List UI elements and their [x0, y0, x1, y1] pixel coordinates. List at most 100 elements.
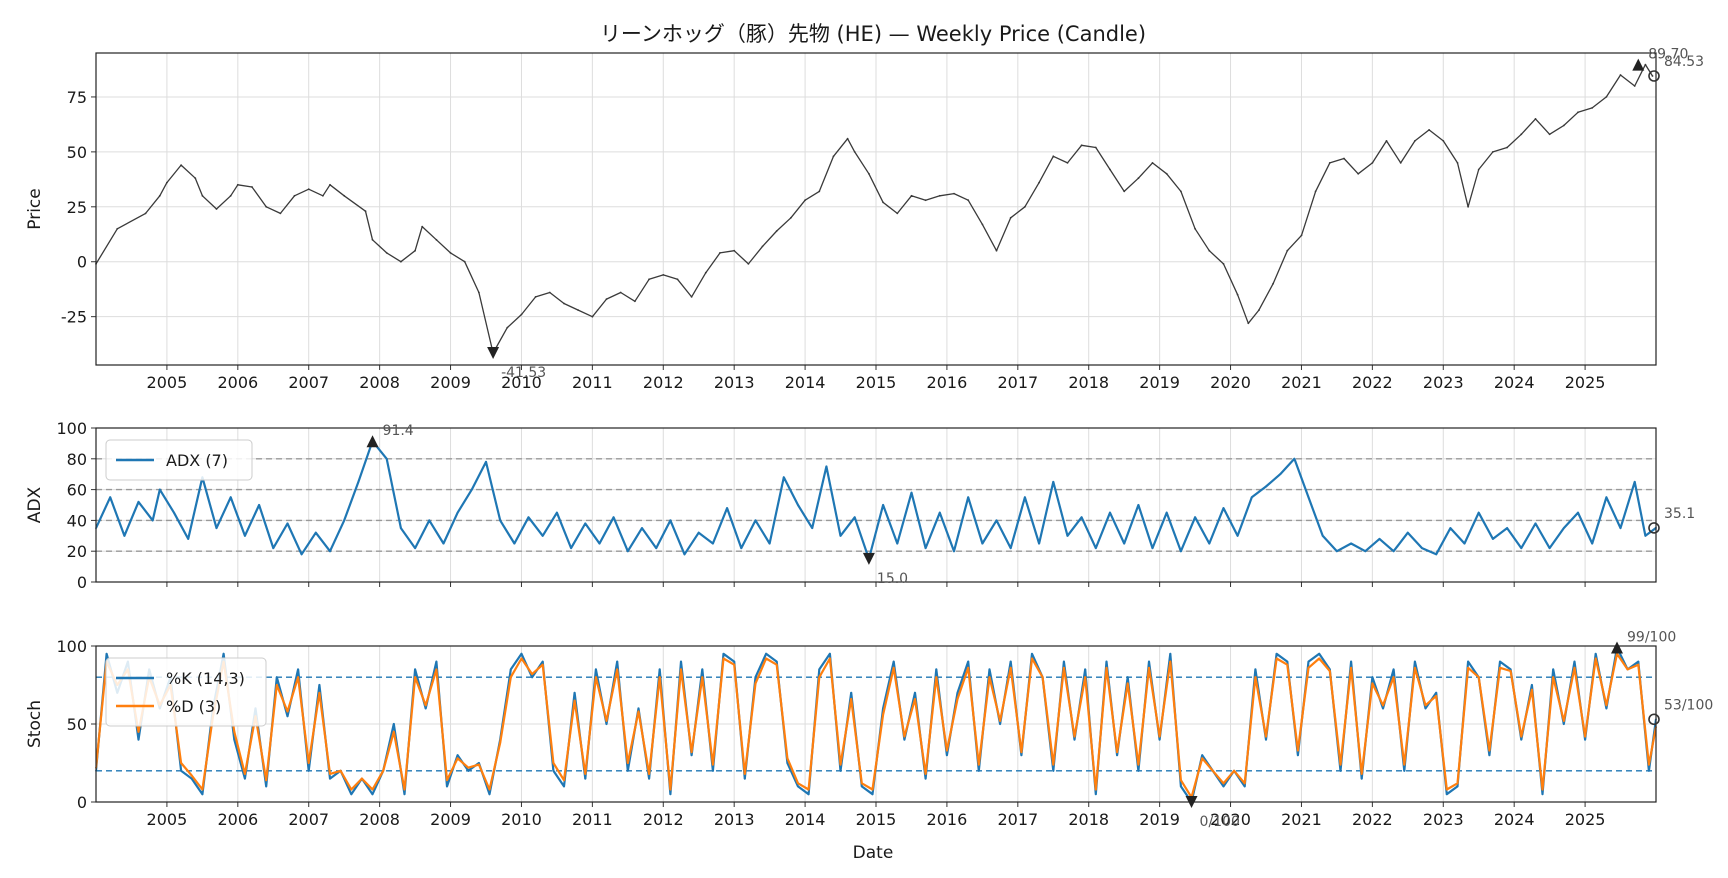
- stoch-data-point-1: [1211, 769, 1214, 772]
- stoch-data-point-1: [999, 720, 1001, 722]
- adx-data-point-0: [215, 527, 218, 529]
- price-data-point-0: [1123, 190, 1126, 193]
- stoch-data-point-0: [595, 668, 597, 671]
- stoch-data-point-1: [1552, 676, 1555, 679]
- stoch-data-point-1: [361, 777, 363, 780]
- stoch-min-marker: [1185, 796, 1198, 808]
- adx-data-point-0: [1392, 550, 1395, 553]
- price-data-point-0: [1633, 85, 1636, 87]
- stoch-data-point-0: [392, 723, 395, 725]
- price-data-point-0: [463, 260, 466, 263]
- stoch-data-point-0: [903, 738, 906, 741]
- price-data-point-0: [180, 164, 183, 167]
- stoch-data-point-1: [924, 773, 927, 775]
- stoch-data-point-0: [1126, 676, 1129, 679]
- stoch-data-point-1: [1477, 676, 1480, 679]
- stoch-data-point-0: [350, 793, 353, 796]
- price-data-point-0: [1414, 140, 1416, 142]
- price-xtick-label: 2025: [1565, 373, 1606, 392]
- adx-data-point-0: [981, 542, 984, 545]
- price-xtick-label: 2015: [856, 373, 897, 392]
- price-data-point-0: [534, 296, 537, 298]
- stoch-data-point-0: [1573, 660, 1576, 663]
- stoch-data-point-0: [892, 660, 895, 663]
- adx-data-point-0: [137, 501, 140, 503]
- price-data-point-0: [236, 183, 239, 186]
- price-data-point-0: [733, 249, 736, 252]
- adx-data-point-0: [626, 550, 629, 553]
- price-data-point-0: [563, 302, 565, 305]
- adx-data-point-0: [513, 542, 516, 545]
- stoch-data-point-1: [275, 684, 278, 686]
- stoch-data-point-0: [956, 691, 959, 694]
- price-data-point-0: [1052, 155, 1055, 158]
- adx-data-point-0: [556, 511, 558, 514]
- stoch-data-point-1: [712, 763, 714, 766]
- stoch-data-point-1: [1084, 676, 1087, 679]
- adx-data-point-0: [485, 461, 487, 463]
- price-data-point-0: [1080, 144, 1083, 147]
- stoch-data-point-0: [307, 769, 310, 772]
- adx-data-point-0: [726, 507, 728, 509]
- price-data-point-0: [1024, 205, 1026, 208]
- adx-data-point-0: [1236, 534, 1239, 537]
- price-data-point-0: [307, 188, 310, 191]
- adx-series-line-0: [96, 440, 1656, 560]
- stoch-data-point-0: [733, 660, 736, 663]
- adx-data-point-0: [244, 534, 246, 537]
- stoch-data-point-1: [265, 779, 268, 782]
- price-data-point-0: [605, 298, 608, 300]
- stoch-data-point-1: [1063, 666, 1065, 669]
- stoch-data-point-0: [850, 691, 853, 694]
- stoch-data-point-1: [1626, 668, 1629, 671]
- stoch-data-point-1: [860, 782, 863, 785]
- price-data-point-0: [676, 278, 679, 281]
- price-data-point-0: [1194, 227, 1196, 230]
- adx-data-point-0: [258, 504, 260, 506]
- adx-data-point-0: [641, 527, 643, 529]
- adx-y-axis-label: ADX: [25, 486, 45, 523]
- price-data-point-0: [1222, 263, 1225, 265]
- stoch-data-point-1: [541, 663, 544, 666]
- stoch-data-point-1: [1339, 763, 1342, 766]
- adx-data-point-0: [1222, 507, 1225, 509]
- price-data-point-0: [832, 155, 835, 158]
- stoch-data-point-0: [680, 660, 682, 663]
- stoch-data-point-1: [1265, 735, 1267, 738]
- price-data-point-0: [967, 199, 970, 202]
- adx-data-point-0: [683, 553, 686, 556]
- adx-data-point-0: [1109, 511, 1111, 514]
- price-data-point-0: [364, 210, 367, 213]
- price-data-point-0: [1371, 162, 1374, 164]
- price-data-point-0: [548, 291, 551, 294]
- price-xtick-label: 2013: [714, 373, 755, 392]
- adx-legend-label-0: ADX (7): [166, 451, 228, 470]
- stoch-legend-label-1: %D (3): [166, 697, 221, 716]
- adx-data-point-0: [697, 531, 700, 534]
- adx-data-point-0: [768, 542, 771, 545]
- stoch-data-point-1: [456, 757, 459, 760]
- stoch-data-point-1: [414, 676, 416, 679]
- adx-data-point-0: [1492, 538, 1494, 540]
- stoch-data-point-1: [573, 699, 576, 702]
- stoch-data-point-0: [1307, 660, 1310, 663]
- price-min-marker: [487, 346, 500, 359]
- adx-data-point-0: [1250, 496, 1253, 499]
- stoch-data-point-0: [775, 660, 778, 663]
- price-last-label: 84.53: [1664, 54, 1704, 70]
- stoch-data-point-0: [1105, 660, 1108, 663]
- stoch-data-point-0: [478, 762, 480, 764]
- stoch-data-point-0: [669, 793, 672, 796]
- price-data-point-0: [1151, 162, 1154, 164]
- stoch-xtick-label: 2018: [1068, 810, 1109, 829]
- price-data-point-0: [1258, 309, 1260, 311]
- stoch-data-point-1: [1009, 666, 1012, 669]
- price-data-point-0: [265, 205, 268, 208]
- price-data-point-0: [704, 271, 707, 274]
- price-data-point-0: [1247, 322, 1250, 325]
- stoch-data-point-0: [1137, 769, 1140, 772]
- stoch-data-point-0: [1180, 785, 1182, 788]
- price-ytick-label: 50: [67, 143, 87, 162]
- stoch-data-point-1: [584, 773, 587, 775]
- stoch-data-point-1: [190, 774, 193, 777]
